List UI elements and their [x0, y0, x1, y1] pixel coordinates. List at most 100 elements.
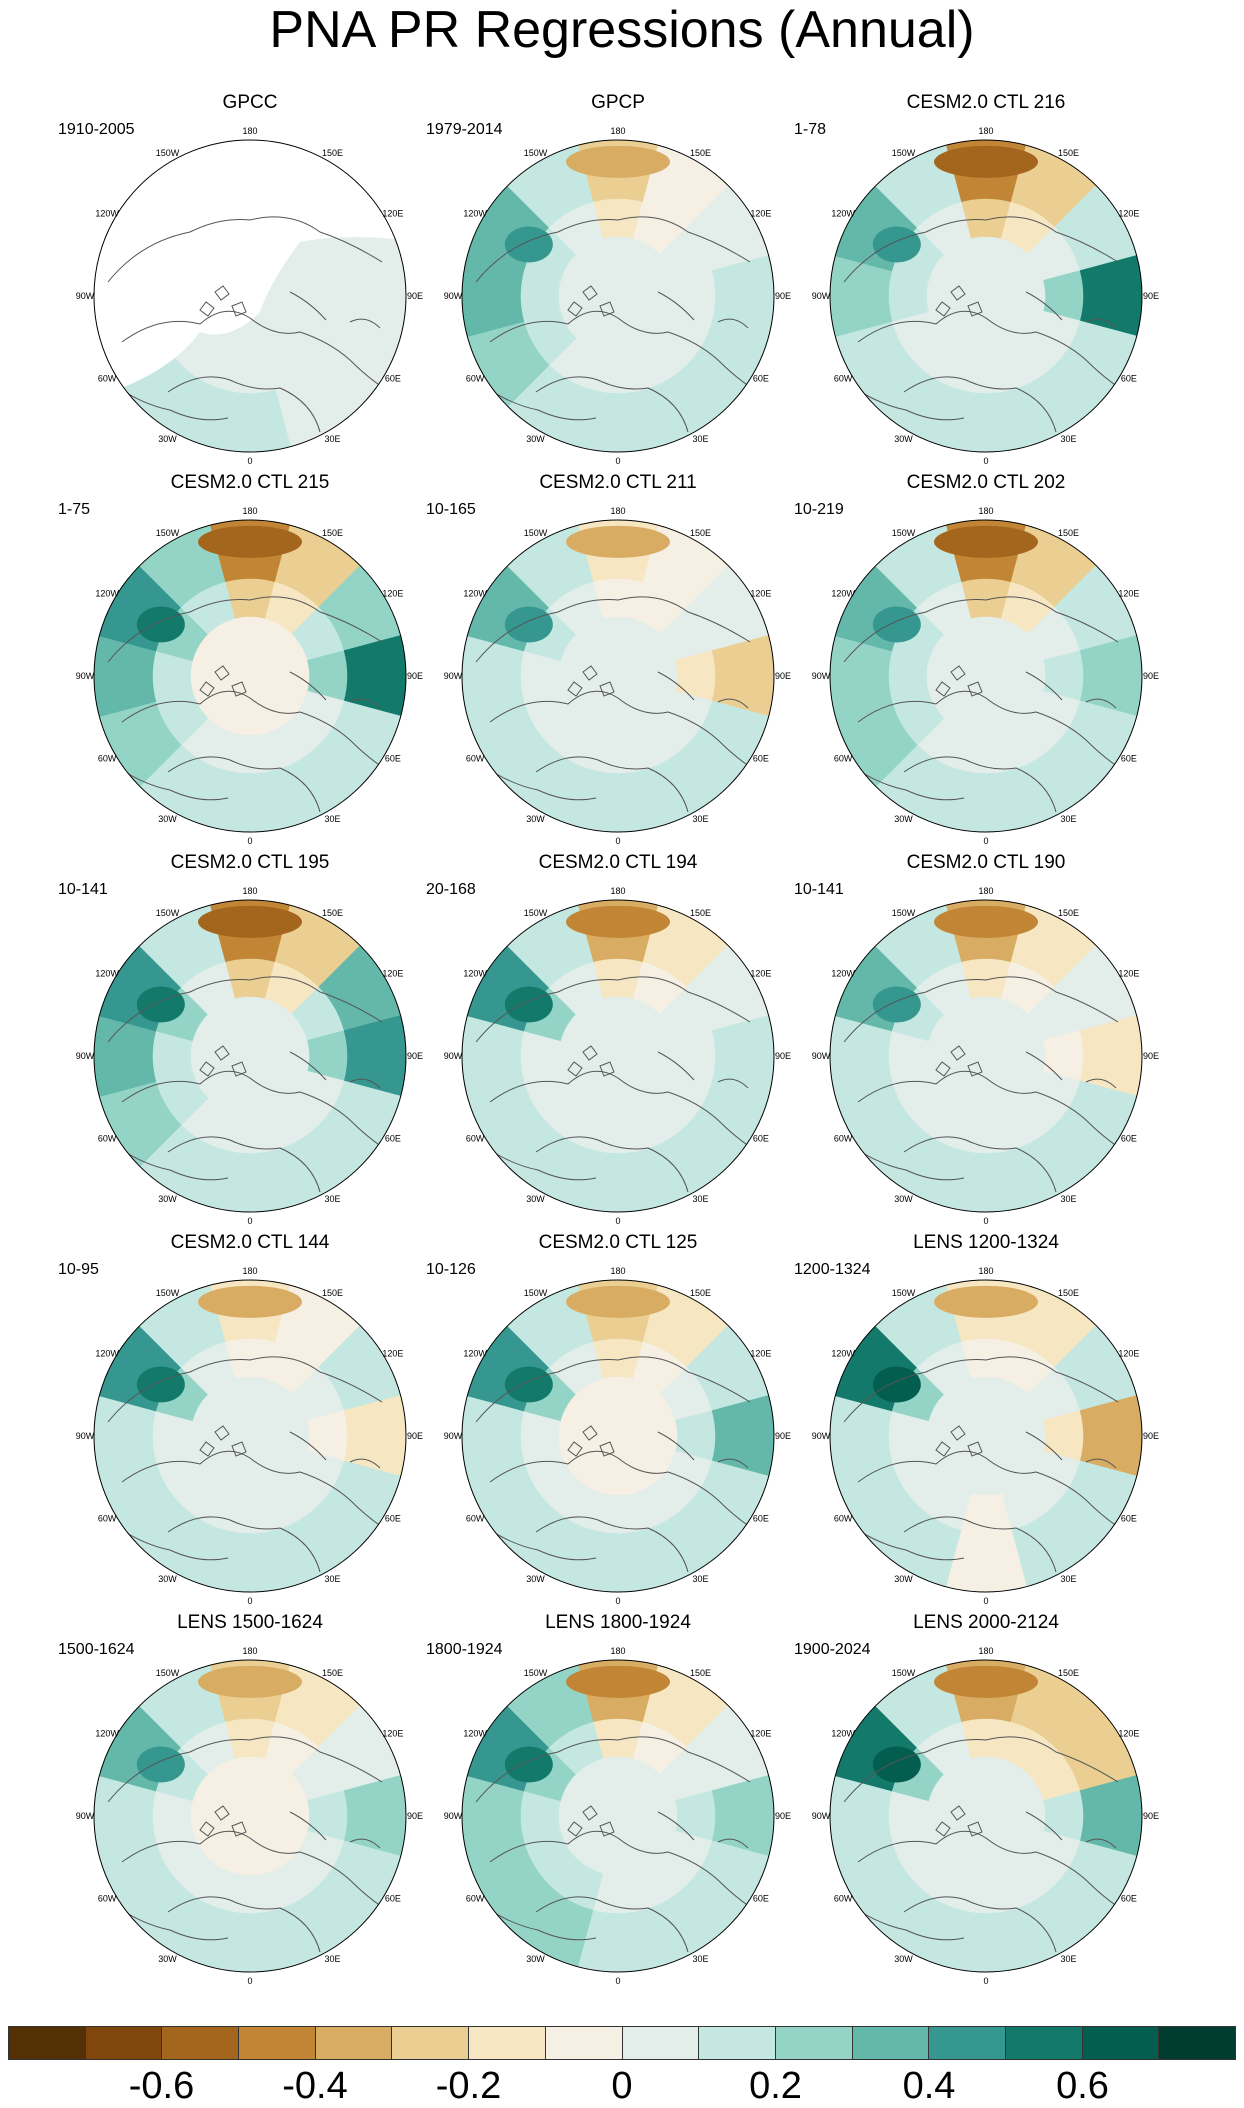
map-border	[461, 899, 775, 1213]
anomaly-blob	[136, 986, 185, 1023]
longitude-label: 180	[242, 1646, 257, 1656]
longitude-label: 60E	[385, 754, 401, 764]
coastline	[657, 291, 749, 329]
longitude-label: 60E	[1121, 1134, 1137, 1144]
longitude-label: 150E	[1058, 908, 1079, 918]
longitude-label: 0	[615, 1216, 620, 1226]
colorbar-swatch	[1082, 2027, 1160, 2059]
longitude-label: 120W	[463, 589, 487, 599]
contour-field	[462, 1660, 774, 1972]
anomaly-blob	[198, 1665, 302, 1698]
anomaly-blob	[566, 905, 670, 938]
longitude-label: 120E	[1118, 209, 1139, 219]
longitude-label: 180	[242, 126, 257, 136]
panel-year-range: 1910-2005	[58, 121, 135, 138]
field-polar-cap	[558, 996, 678, 1116]
longitude-label: 60E	[1121, 374, 1137, 384]
field-polar-cap	[190, 1376, 310, 1496]
map-panel: LENS 1500-1624 1500-1624 180 150E 120E 90E 60E…	[50, 1612, 450, 1996]
longitude-label: 150E	[1058, 148, 1079, 158]
longitude-label: 30E	[324, 1194, 340, 1204]
longitude-label: 120W	[831, 1349, 855, 1359]
longitude-label: 150W	[156, 1288, 180, 1298]
coastline	[121, 690, 391, 773]
longitude-label: 90W	[812, 1811, 831, 1821]
longitude-label: 30E	[692, 814, 708, 824]
longitude-label: 30E	[1060, 1954, 1076, 1964]
longitude-label: 120E	[1118, 1349, 1139, 1359]
coastline	[475, 976, 751, 1043]
longitude-label: 120W	[95, 209, 119, 219]
coastline	[935, 285, 983, 317]
colorbar-tick-label: 0.2	[749, 2065, 802, 2107]
map-panel: LENS 2000-2124 1900-2024 180 150E 120E 90E 60E…	[786, 1612, 1186, 1996]
longitude-label: 90W	[76, 291, 95, 301]
figure-title: PNA PR Regressions (Annual)	[269, 1, 975, 59]
coastline	[903, 1896, 1057, 1953]
coastline	[475, 596, 751, 663]
longitude-label: 150E	[1058, 1288, 1079, 1298]
coastline	[167, 376, 321, 433]
contour-field	[94, 140, 406, 452]
anomaly-blob	[872, 1366, 921, 1403]
anomaly-blob	[872, 226, 921, 263]
longitude-label: 150E	[690, 908, 711, 918]
longitude-label: 0	[247, 456, 252, 466]
longitude-label: 90W	[812, 1431, 831, 1441]
polar-map: 180 150E 120E 90E 60E 30E 0 30W 60W 90W 120W 150W	[444, 1266, 791, 1606]
contour-field	[94, 1280, 406, 1592]
coastline	[903, 1136, 1057, 1193]
panel-year-range: 10-165	[426, 501, 476, 518]
longitude-label: 150E	[690, 148, 711, 158]
longitude-label: 90W	[76, 1051, 95, 1061]
longitude-label: 150W	[524, 1668, 548, 1678]
contour-field	[830, 1280, 1142, 1592]
contour-field	[94, 520, 406, 832]
longitude-label: 90E	[407, 1051, 423, 1061]
panel-year-range: 20-168	[426, 881, 476, 898]
coastline	[935, 1805, 983, 1837]
anomaly-blob	[198, 525, 302, 558]
coastline	[903, 376, 1057, 433]
coastline	[843, 216, 1119, 283]
anomaly-blob	[934, 525, 1038, 558]
longitude-label: 150E	[322, 908, 343, 918]
map-border	[829, 899, 1143, 1213]
longitude-label: 120W	[463, 1729, 487, 1739]
longitude-label: 90W	[76, 671, 95, 681]
contour-field	[830, 900, 1142, 1212]
longitude-label: 30W	[526, 1954, 545, 1964]
longitude-label: 150E	[1058, 1668, 1079, 1678]
map-border	[93, 1279, 407, 1593]
longitude-label: 120E	[1118, 969, 1139, 979]
coastline	[199, 665, 247, 697]
longitude-label: 60E	[753, 1134, 769, 1144]
map-border	[93, 899, 407, 1213]
map-border	[93, 519, 407, 833]
polar-map: 180 150E 120E 90E 60E 30E 0 30W 60W 90W 120W 150W	[76, 1646, 423, 1986]
longitude-label: 60W	[466, 1514, 485, 1524]
longitude-label: 0	[615, 456, 620, 466]
colorbar-swatch	[392, 2027, 470, 2059]
longitude-label: 60W	[98, 754, 117, 764]
coastline	[843, 596, 1119, 663]
anomaly-blob	[198, 905, 302, 938]
longitude-label: 30W	[526, 814, 545, 824]
coastline	[167, 756, 321, 813]
longitude-label: 30E	[324, 1574, 340, 1584]
longitude-label: 150W	[892, 1288, 916, 1298]
anomaly-blob	[504, 1366, 553, 1403]
panel-title: LENS 2000-2124	[913, 1612, 1059, 1633]
longitude-label: 30W	[526, 434, 545, 444]
longitude-label: 0	[983, 1976, 988, 1986]
longitude-label: 0	[247, 1596, 252, 1606]
longitude-label: 180	[242, 506, 257, 516]
longitude-label: 120E	[382, 209, 403, 219]
coastline	[567, 1805, 615, 1837]
panel-year-range: 1200-1324	[794, 1261, 871, 1278]
panel-title: CESM2.0 CTL 144	[170, 1232, 330, 1253]
map-panel: CESM2.0 CTL 202 10-219 180 150E 120E 90E 60E 30…	[786, 472, 1186, 856]
longitude-label: 90E	[407, 671, 423, 681]
longitude-label: 30E	[1060, 814, 1076, 824]
longitude-label: 150E	[690, 1668, 711, 1678]
